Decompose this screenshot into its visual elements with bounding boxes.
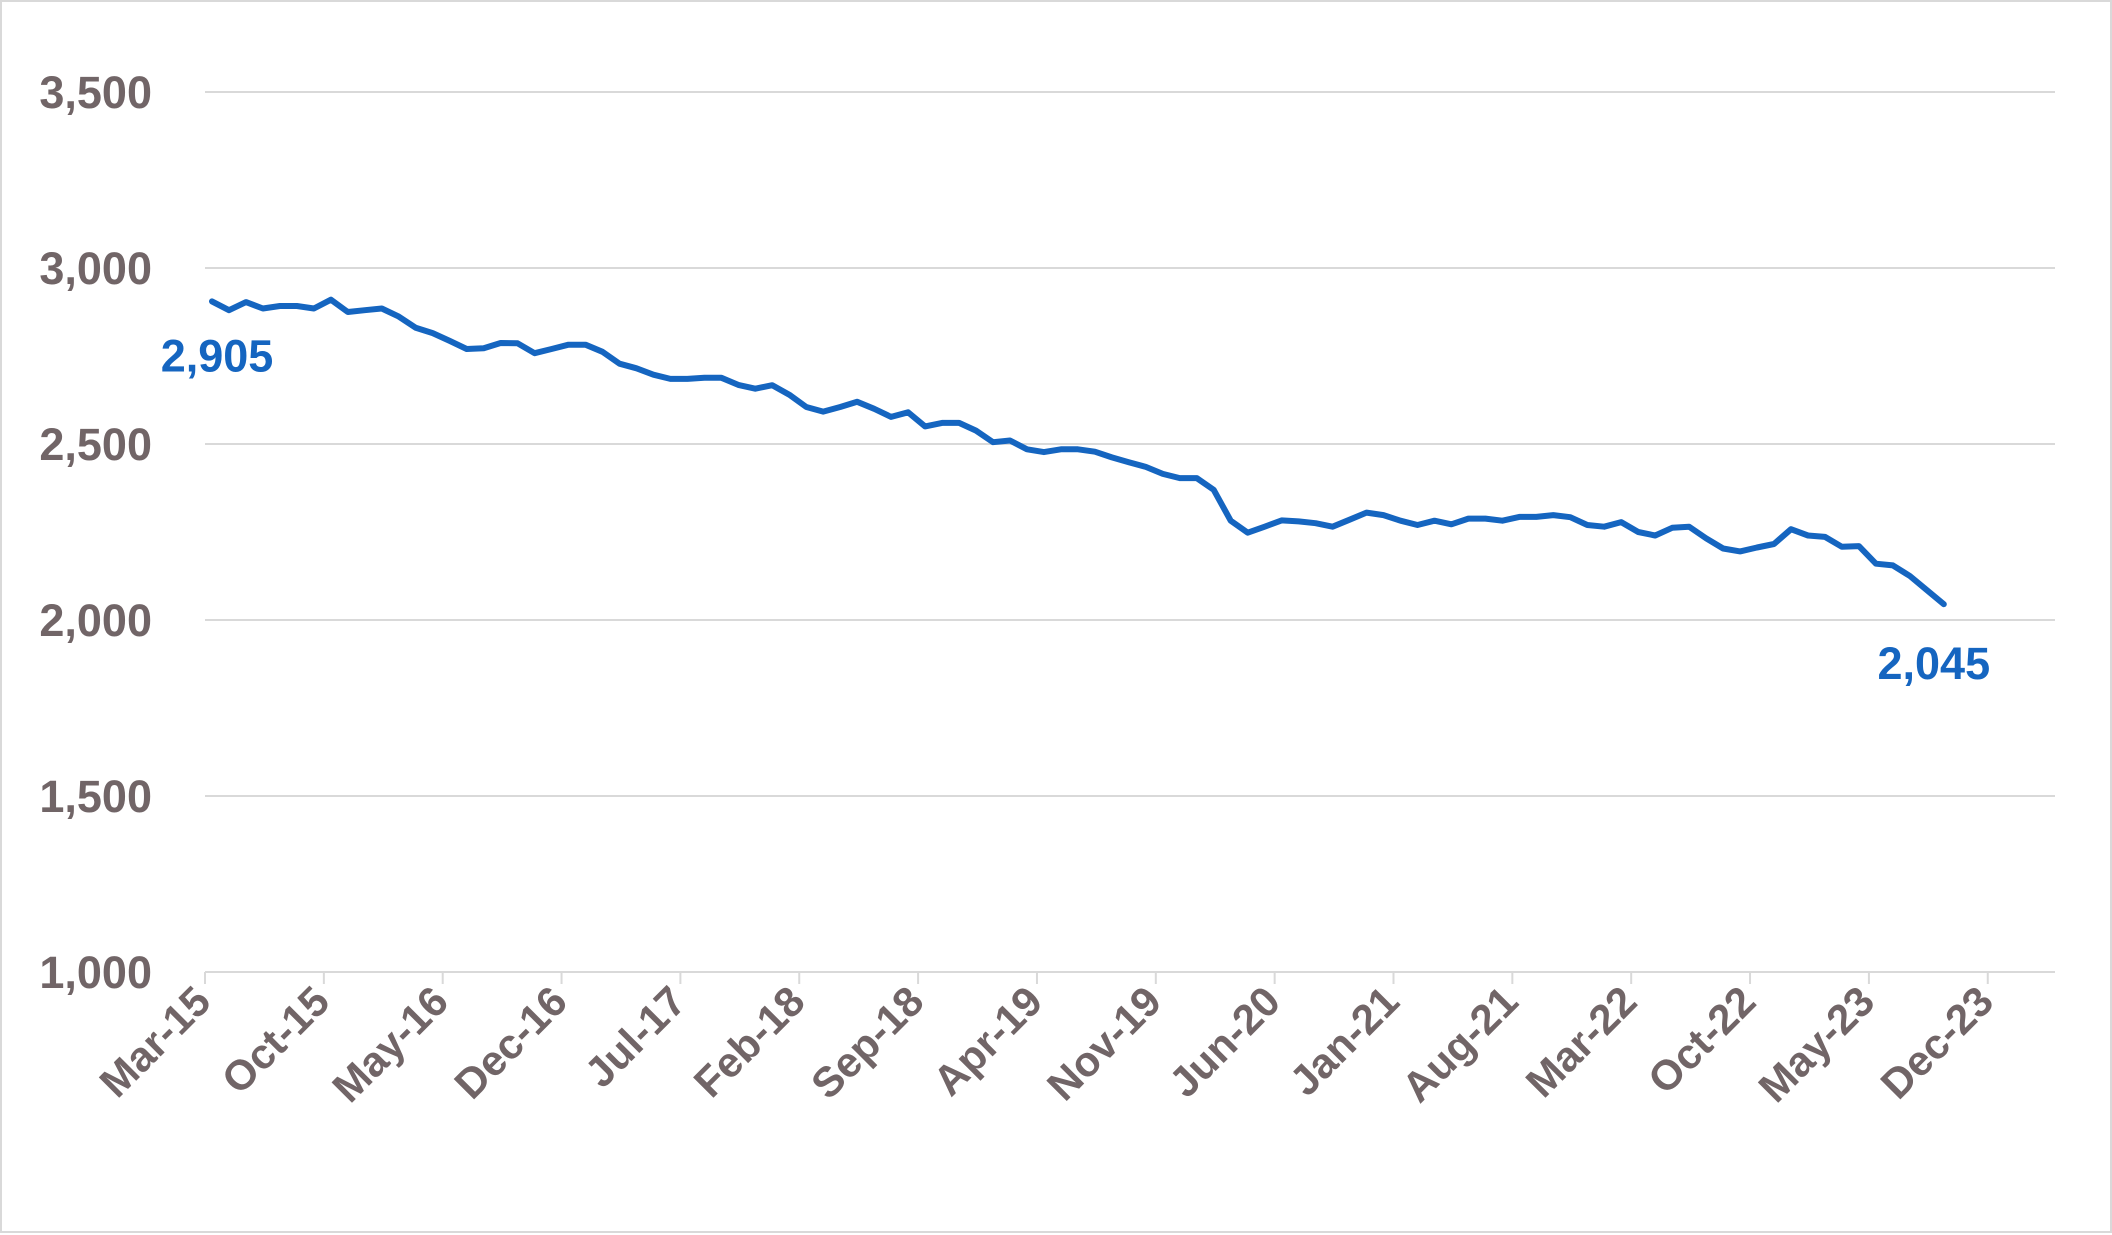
- y-tick-label: 3,000: [39, 243, 152, 294]
- x-tick-label: May-23: [1749, 977, 1883, 1111]
- x-tick-label: Feb-18: [685, 977, 814, 1106]
- x-tick-label: Mar-22: [1517, 977, 1646, 1106]
- gridlines: [205, 91, 2055, 797]
- x-tick-label: Jun-20: [1160, 977, 1289, 1106]
- x-tick-label: Nov-19: [1038, 977, 1170, 1109]
- y-axis-tick-labels: 1,000 1,500 2,000 2,500 3,000 3,500: [39, 67, 152, 998]
- x-tick-label: Dec-16: [445, 977, 576, 1108]
- start-value-label: 2,905: [161, 330, 274, 381]
- x-tick-label: Dec-23: [1871, 977, 2002, 1108]
- x-tick-label: Oct-15: [213, 977, 339, 1103]
- y-tick-label: 1,000: [39, 947, 152, 998]
- x-axis: [204, 971, 2055, 984]
- y-tick-label: 2,500: [39, 419, 152, 470]
- y-tick-label: 2,000: [39, 595, 152, 646]
- x-tick-label: Oct-22: [1639, 977, 1765, 1103]
- x-tick-label: Jan-21: [1281, 977, 1408, 1104]
- x-tick-label: Sep-18: [802, 977, 933, 1108]
- y-tick-label: 1,500: [39, 771, 152, 822]
- data-labels: 2,905 2,045: [161, 330, 1990, 689]
- series-line: [209, 296, 1947, 608]
- x-tick-label: May-16: [323, 977, 457, 1111]
- x-tick-label: Apr-19: [924, 977, 1051, 1104]
- x-tick-label: Jul-17: [576, 977, 695, 1096]
- y-tick-label: 3,500: [39, 67, 152, 118]
- end-value-label: 2,045: [1878, 638, 1991, 689]
- x-tick-label: Aug-21: [1393, 977, 1527, 1111]
- series: [209, 296, 1947, 608]
